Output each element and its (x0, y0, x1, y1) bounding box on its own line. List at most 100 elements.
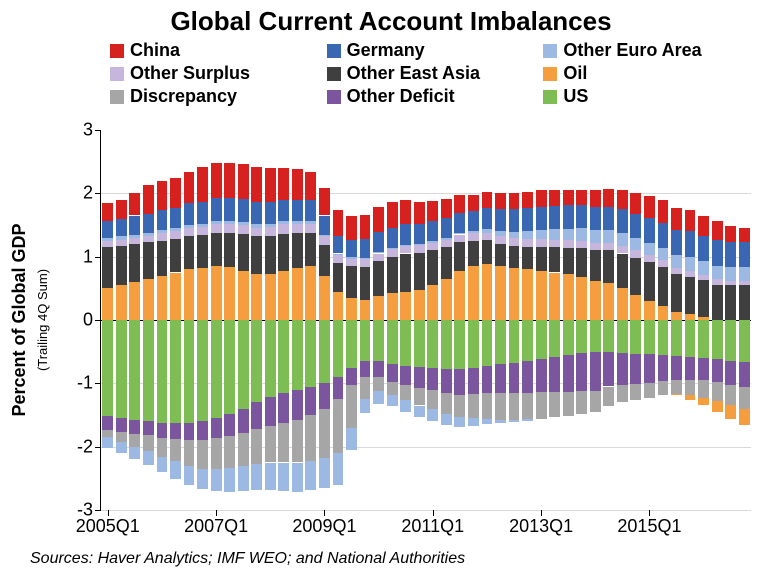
legend-item-other_surplus: Other Surplus (110, 63, 319, 84)
seg-other_east_asia (305, 233, 316, 266)
seg-other_east_asia (157, 241, 168, 276)
seg-china (319, 188, 330, 215)
seg-germany (630, 214, 641, 238)
seg-discrepancy (265, 426, 276, 463)
seg-other_euro (292, 463, 303, 492)
seg-discrepancy (184, 440, 195, 465)
seg-oil (522, 269, 533, 320)
seg-other_euro (576, 228, 587, 241)
seg-other_surplus (116, 240, 127, 246)
seg-oil (671, 394, 682, 395)
seg-other_east_asia (197, 235, 208, 268)
seg-other_euro (698, 261, 709, 275)
seg-other_euro (346, 428, 357, 450)
seg-discrepancy (157, 438, 168, 457)
seg-us (563, 320, 574, 355)
seg-discrepancy (292, 420, 303, 462)
seg-other_euro (658, 248, 669, 261)
seg-oil (603, 283, 614, 320)
legend: ChinaGermanyOther Euro AreaOther Surplus… (110, 40, 752, 107)
seg-other_east_asia (116, 246, 127, 285)
seg-other_surplus (238, 225, 249, 234)
seg-china (224, 163, 235, 198)
seg-discrepancy (197, 440, 208, 469)
seg-china (739, 228, 750, 242)
seg-other_euro (238, 466, 249, 491)
legend-swatch (543, 90, 557, 104)
seg-other_euro (563, 229, 574, 240)
bar-2011Q1 (427, 130, 438, 510)
bar-2009Q2 (333, 130, 344, 510)
seg-us (698, 320, 709, 358)
seg-germany (522, 208, 533, 231)
legend-label: Other Euro Area (563, 40, 701, 61)
seg-other_surplus (576, 241, 587, 249)
seg-germany (536, 207, 547, 230)
seg-discrepancy (739, 387, 750, 409)
seg-us (671, 320, 682, 356)
seg-other_deficit (725, 361, 736, 385)
seg-oil (725, 405, 736, 419)
seg-china (630, 193, 641, 213)
seg-other_deficit (549, 357, 560, 392)
seg-other_deficit (630, 354, 641, 384)
ytick-label: 3 (83, 120, 93, 141)
seg-discrepancy (427, 390, 438, 409)
seg-other_surplus (265, 227, 276, 237)
seg-china (671, 208, 682, 230)
seg-other_surplus (617, 246, 628, 254)
plot-area: -3-2-101232005Q12007Q12009Q12011Q12013Q1… (100, 130, 751, 511)
seg-discrepancy (346, 385, 357, 428)
seg-china (414, 202, 425, 224)
bar-2016Q2 (712, 130, 723, 510)
seg-other_east_asia (414, 253, 425, 290)
seg-discrepancy (725, 385, 736, 405)
seg-discrepancy (238, 433, 249, 466)
seg-china (197, 167, 208, 202)
seg-oil (563, 274, 574, 320)
seg-other_euro (387, 248, 398, 249)
seg-other_euro (387, 395, 398, 406)
seg-other_euro (238, 222, 249, 225)
bar-2007Q1 (211, 130, 222, 510)
seg-other_east_asia (698, 280, 709, 317)
seg-other_euro (319, 235, 330, 237)
seg-germany (251, 202, 262, 225)
bar-2008Q2 (278, 130, 289, 510)
seg-china (590, 190, 601, 206)
seg-other_east_asia (102, 247, 113, 288)
seg-germany (644, 218, 655, 243)
seg-other_euro (157, 230, 168, 233)
seg-discrepancy (129, 434, 140, 447)
bar-2010Q3 (400, 130, 411, 510)
seg-oil (427, 285, 438, 320)
seg-other_euro (224, 221, 235, 224)
seg-discrepancy (319, 409, 330, 458)
seg-other_east_asia (617, 254, 628, 289)
seg-oil (739, 409, 750, 425)
bar-2010Q2 (387, 130, 398, 510)
seg-us (333, 320, 344, 377)
y-axis-label: Percent of Global GDP (9, 223, 30, 416)
legend-label: US (563, 86, 588, 107)
seg-other_euro (333, 254, 344, 255)
seg-oil (184, 269, 195, 320)
legend-item-other_east_asia: Other East Asia (327, 63, 536, 84)
bar-2005Q4 (143, 130, 154, 510)
seg-germany (739, 242, 750, 267)
seg-other_surplus (278, 224, 289, 234)
seg-other_deficit (265, 397, 276, 426)
seg-discrepancy (170, 439, 181, 461)
legend-label: Oil (563, 63, 587, 84)
seg-us (536, 320, 547, 359)
seg-other_deficit (184, 423, 195, 441)
seg-discrepancy (211, 438, 222, 468)
seg-other_surplus (387, 249, 398, 257)
seg-germany (346, 240, 357, 258)
seg-other_deficit (590, 352, 601, 391)
seg-other_east_asia (333, 263, 344, 292)
seg-other_euro (346, 257, 357, 258)
seg-other_surplus (305, 224, 316, 234)
seg-germany (387, 228, 398, 248)
seg-other_euro (360, 399, 371, 413)
